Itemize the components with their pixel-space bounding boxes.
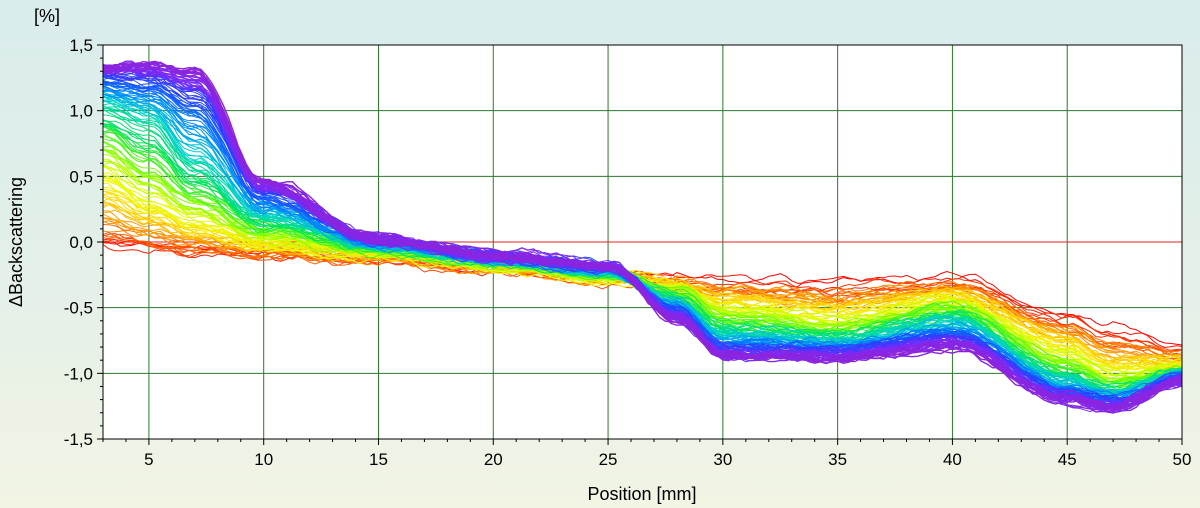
series-line (102, 60, 1183, 413)
x-tick-label: 45 (1058, 450, 1077, 469)
x-tick-label: 25 (599, 450, 618, 469)
x-tick-label: 10 (254, 450, 273, 469)
y-tick-label: -1,5 (64, 430, 93, 449)
x-axis-title: Position [mm] (587, 484, 696, 504)
y-tick-label: -1,0 (64, 364, 93, 383)
x-tick-label: 15 (369, 450, 388, 469)
y-axis-title: ΔBackscattering (6, 177, 26, 307)
x-tick-label: 35 (828, 450, 847, 469)
x-tick-label: 30 (713, 450, 732, 469)
y-unit-label: [%] (34, 6, 60, 26)
y-tick-label: 1,0 (69, 102, 93, 121)
series-group (102, 60, 1183, 414)
tick-group: 5 10 15 20 25 30 35 40 45 50 1,5 1,0 0,5 0,0 -0,5 -1,0 -… (64, 36, 1192, 469)
y-tick-label: 0,5 (69, 167, 93, 186)
x-tick-label: 20 (484, 450, 503, 469)
y-tick-label: -0,5 (64, 299, 93, 318)
y-tick-label: 0,0 (69, 233, 93, 252)
x-tick-label: 50 (1173, 450, 1192, 469)
y-tick-label: 1,5 (69, 36, 93, 55)
x-tick-label: 40 (943, 450, 962, 469)
x-tick-label: 5 (144, 450, 153, 469)
